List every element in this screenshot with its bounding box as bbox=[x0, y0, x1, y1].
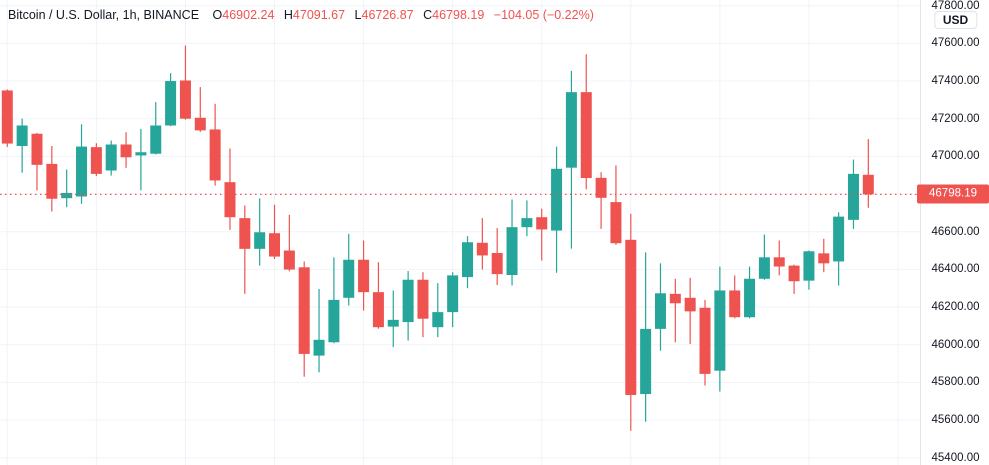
candle-body[interactable] bbox=[432, 312, 444, 328]
candle-body[interactable] bbox=[773, 257, 785, 267]
high-value: 47091.67 bbox=[292, 8, 346, 22]
candle-body[interactable] bbox=[788, 265, 800, 282]
candle-body[interactable] bbox=[76, 146, 88, 197]
price-axis-label: 47000.00 bbox=[931, 150, 980, 163]
candle-body[interactable] bbox=[803, 251, 815, 281]
candle-body[interactable] bbox=[491, 252, 503, 275]
candle-body[interactable] bbox=[506, 227, 518, 276]
candle-body[interactable] bbox=[343, 259, 355, 298]
high-label: H bbox=[283, 8, 293, 22]
candle-body[interactable] bbox=[654, 293, 666, 329]
candle-body[interactable] bbox=[358, 259, 370, 293]
price-axis-label: 45600.00 bbox=[931, 414, 980, 427]
candle-body[interactable] bbox=[120, 144, 132, 158]
change-value: −104.05 (−0.22%) bbox=[493, 8, 594, 22]
symbol-title[interactable]: Bitcoin / U.S. Dollar, 1h, BINANCE bbox=[8, 8, 200, 22]
ohlc-open: O46902.24 bbox=[213, 8, 275, 22]
candle-body[interactable] bbox=[135, 152, 147, 156]
candle-body[interactable] bbox=[447, 275, 459, 313]
open-value: 46902.24 bbox=[222, 8, 275, 22]
price-axis-label: 46600.00 bbox=[931, 225, 980, 238]
candle-body[interactable] bbox=[536, 217, 548, 230]
candlestick-chart-pane[interactable] bbox=[0, 0, 920, 465]
candle-body[interactable] bbox=[61, 192, 73, 199]
candle-body[interactable] bbox=[105, 144, 117, 171]
candle-body[interactable] bbox=[179, 80, 191, 119]
candle-body[interactable] bbox=[729, 290, 741, 318]
ohlc-close: C46798.19 bbox=[423, 8, 484, 22]
currency-toggle-button[interactable]: USD bbox=[933, 11, 978, 29]
open-label: O bbox=[212, 8, 223, 22]
candle-body[interactable] bbox=[328, 299, 340, 343]
candle-body[interactable] bbox=[387, 319, 399, 327]
candle-body[interactable] bbox=[298, 267, 310, 354]
candle-body[interactable] bbox=[461, 242, 473, 278]
price-axis-label: 46200.00 bbox=[931, 301, 980, 314]
close-label: C bbox=[423, 8, 433, 22]
candle-body[interactable] bbox=[46, 163, 58, 199]
candle-body[interactable] bbox=[417, 279, 429, 319]
candle-body[interactable] bbox=[194, 117, 206, 131]
candle-body[interactable] bbox=[565, 92, 577, 168]
last-price-badge: 46798.19 bbox=[917, 184, 989, 204]
candle-body[interactable] bbox=[476, 242, 488, 256]
candle-body[interactable] bbox=[580, 92, 592, 179]
price-axis-label: 45800.00 bbox=[931, 376, 980, 389]
candle-body[interactable] bbox=[90, 147, 102, 174]
ohlc-high: H47091.67 bbox=[284, 8, 345, 22]
candle-body[interactable] bbox=[254, 232, 266, 249]
price-axis-label: 47600.00 bbox=[931, 37, 980, 50]
price-axis-label: 47800.00 bbox=[931, 0, 980, 12]
price-axis[interactable]: USD 47800.00 47600.00 47400.00 47200.00 4700… bbox=[917, 0, 989, 465]
candle-body[interactable] bbox=[402, 279, 414, 323]
candle-body[interactable] bbox=[833, 216, 845, 262]
candle-body[interactable] bbox=[313, 339, 325, 356]
candle-body[interactable] bbox=[847, 173, 859, 220]
candle-body[interactable] bbox=[150, 125, 162, 154]
candle-body[interactable] bbox=[372, 292, 384, 328]
candle-body[interactable] bbox=[16, 125, 28, 147]
ohlc-low: L46726.87 bbox=[355, 8, 414, 22]
price-axis-label: 46400.00 bbox=[931, 263, 980, 276]
candle-body[interactable] bbox=[640, 328, 652, 395]
low-label: L bbox=[354, 8, 362, 22]
candle-body[interactable] bbox=[699, 307, 711, 374]
candle-body[interactable] bbox=[758, 257, 770, 279]
price-axis-label: 46000.00 bbox=[931, 338, 980, 351]
price-axis-label: 47400.00 bbox=[931, 75, 980, 88]
candle-body[interactable] bbox=[1, 90, 13, 144]
candle-body[interactable] bbox=[862, 174, 874, 195]
candle-body[interactable] bbox=[610, 202, 622, 244]
chart-legend[interactable]: Bitcoin / U.S. Dollar, 1h, BINANCE O4690… bbox=[8, 6, 600, 24]
candle-body[interactable] bbox=[551, 168, 563, 231]
candle-body[interactable] bbox=[283, 250, 295, 270]
price-axis-label: 45400.00 bbox=[931, 451, 980, 464]
candle-body[interactable] bbox=[625, 239, 637, 395]
candle-body[interactable] bbox=[818, 253, 830, 264]
candle-body[interactable] bbox=[521, 218, 533, 228]
candle-body[interactable] bbox=[209, 129, 221, 181]
candle-body[interactable] bbox=[684, 297, 696, 312]
candle-body[interactable] bbox=[595, 177, 607, 198]
candle-body[interactable] bbox=[31, 133, 43, 165]
candle-body[interactable] bbox=[224, 182, 236, 218]
candle-body[interactable] bbox=[165, 81, 177, 126]
price-axis-label: 47200.00 bbox=[931, 112, 980, 125]
candle-body[interactable] bbox=[239, 218, 251, 249]
candle-body[interactable] bbox=[669, 293, 681, 304]
candle-body[interactable] bbox=[744, 278, 756, 318]
candle-body[interactable] bbox=[714, 290, 726, 371]
close-value: 46798.19 bbox=[432, 8, 485, 22]
candle-body[interactable] bbox=[269, 233, 281, 257]
low-value: 46726.87 bbox=[361, 8, 414, 22]
